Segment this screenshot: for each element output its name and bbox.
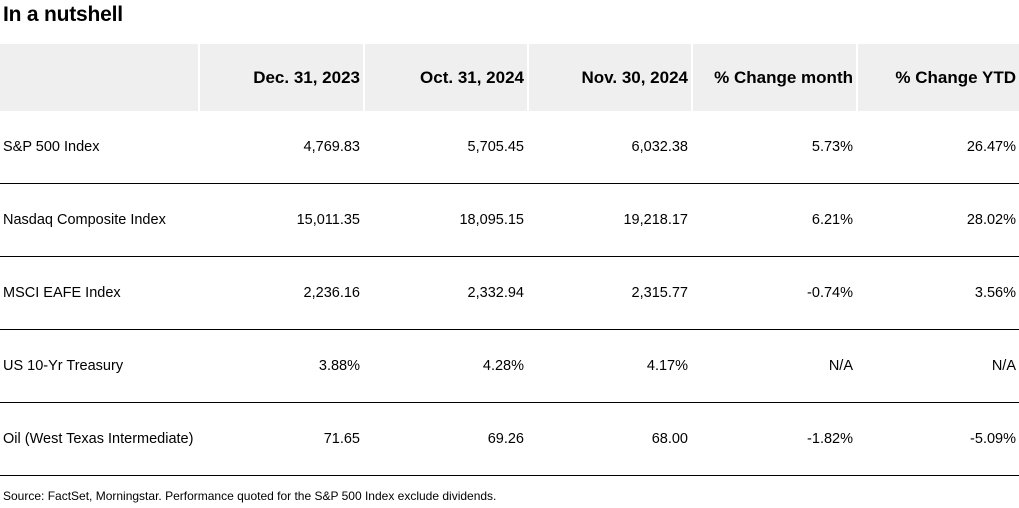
source-footnote: Source: FactSet, Morningstar. Performanc… — [3, 489, 497, 503]
table-cell: 28.02% — [856, 184, 1019, 257]
table-cell: 19,218.17 — [527, 184, 691, 257]
row-label: Nasdaq Composite Index — [0, 184, 198, 257]
table-row: Oil (West Texas Intermediate) 71.65 69.2… — [0, 403, 1019, 476]
table-cell: N/A — [691, 330, 856, 403]
table-cell: 5,705.45 — [363, 111, 527, 184]
table-row: US 10-Yr Treasury 3.88% 4.28% 4.17% N/A … — [0, 330, 1019, 403]
table-cell: 26.47% — [856, 111, 1019, 184]
table-cell: 15,011.35 — [198, 184, 363, 257]
table-row: S&P 500 Index 4,769.83 5,705.45 6,032.38… — [0, 111, 1019, 184]
column-header-change-month: % Change month — [691, 44, 856, 111]
page-title: In a nutshell — [3, 3, 123, 26]
table-cell: 68.00 — [527, 403, 691, 476]
column-header-index — [0, 44, 198, 111]
table-row: Nasdaq Composite Index 15,011.35 18,095.… — [0, 184, 1019, 257]
table-cell: 2,315.77 — [527, 257, 691, 330]
table-cell: 3.88% — [198, 330, 363, 403]
row-label: Oil (West Texas Intermediate) — [0, 403, 198, 476]
market-summary-table: Dec. 31, 2023 Oct. 31, 2024 Nov. 30, 202… — [0, 44, 1019, 476]
table-cell: 71.65 — [198, 403, 363, 476]
table-cell: 4.17% — [527, 330, 691, 403]
row-label: S&P 500 Index — [0, 111, 198, 184]
table-header-row: Dec. 31, 2023 Oct. 31, 2024 Nov. 30, 202… — [0, 44, 1019, 111]
column-header-dec-2023: Dec. 31, 2023 — [198, 44, 363, 111]
table-row: MSCI EAFE Index 2,236.16 2,332.94 2,315.… — [0, 257, 1019, 330]
row-label: MSCI EAFE Index — [0, 257, 198, 330]
table-cell: 69.26 — [363, 403, 527, 476]
table-cell: N/A — [856, 330, 1019, 403]
column-header-change-ytd: % Change YTD — [856, 44, 1019, 111]
table-cell: -0.74% — [691, 257, 856, 330]
table-cell: 2,236.16 — [198, 257, 363, 330]
column-header-oct-2024: Oct. 31, 2024 — [363, 44, 527, 111]
row-label: US 10-Yr Treasury — [0, 330, 198, 403]
table-cell: 4.28% — [363, 330, 527, 403]
table-cell: 5.73% — [691, 111, 856, 184]
table-cell: 18,095.15 — [363, 184, 527, 257]
table-cell: -1.82% — [691, 403, 856, 476]
table-cell: 3.56% — [856, 257, 1019, 330]
table-cell: 4,769.83 — [198, 111, 363, 184]
column-header-nov-2024: Nov. 30, 2024 — [527, 44, 691, 111]
table-cell: 6.21% — [691, 184, 856, 257]
table-cell: -5.09% — [856, 403, 1019, 476]
table-cell: 2,332.94 — [363, 257, 527, 330]
table-cell: 6,032.38 — [527, 111, 691, 184]
